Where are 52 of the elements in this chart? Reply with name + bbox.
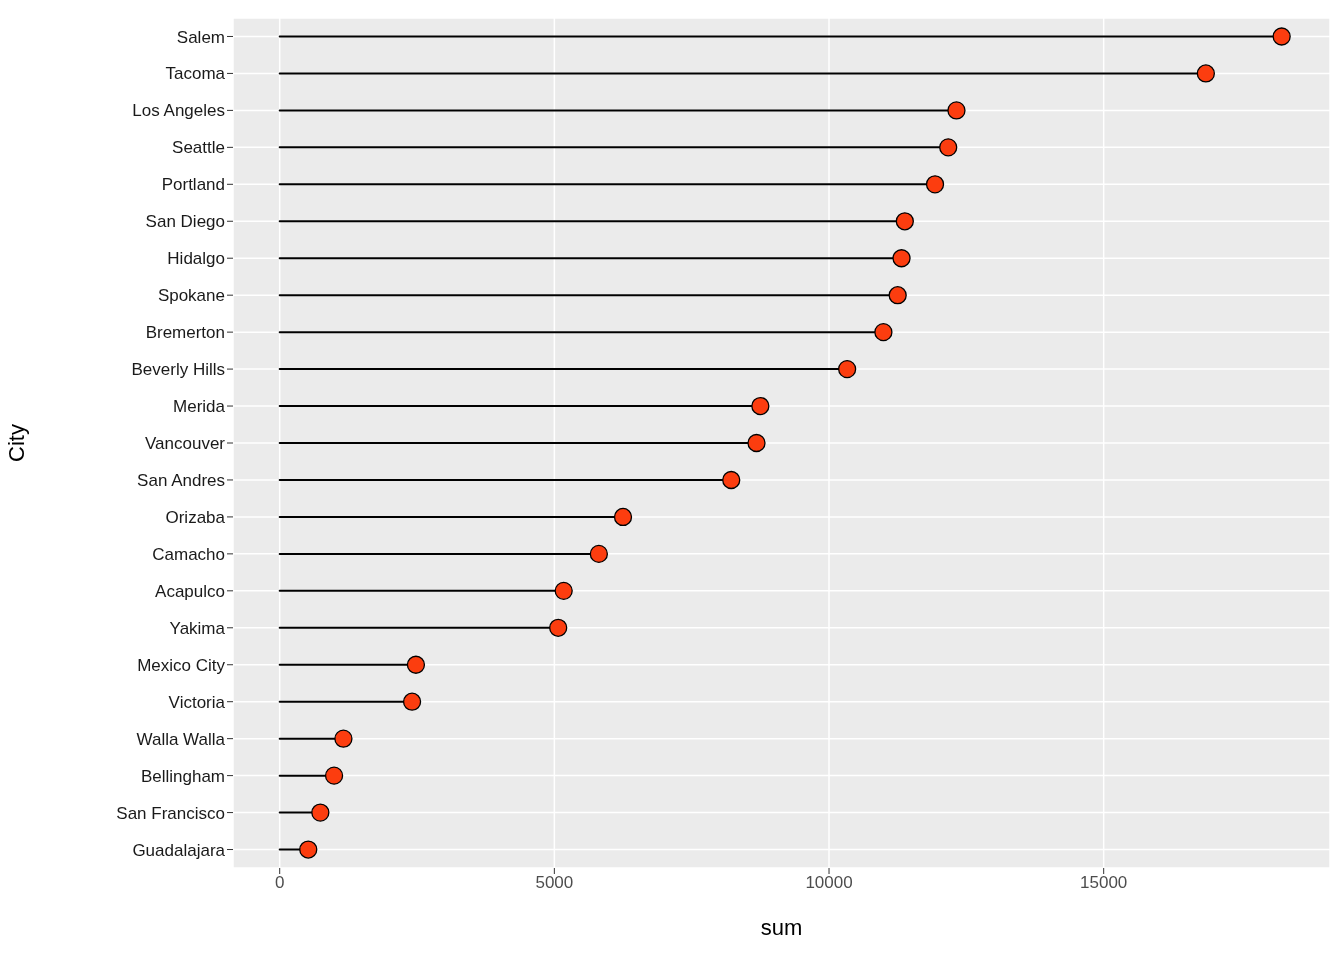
- y-tick-label: Beverly Hills: [131, 360, 225, 380]
- y-tick-label: Bellingham: [140, 766, 225, 786]
- point: [892, 249, 911, 268]
- y-tick-label: Mexico City: [137, 655, 226, 675]
- y-tick-label: Merida: [173, 397, 226, 417]
- y-tick-label: Walla Walla: [136, 729, 226, 749]
- point: [402, 692, 422, 711]
- point: [334, 729, 353, 748]
- y-tick-label: Yakima: [169, 618, 226, 638]
- point: [722, 470, 741, 490]
- point: [324, 766, 344, 785]
- point: [589, 544, 608, 564]
- y-tick-label: Los Angeles: [132, 101, 225, 121]
- y-tick-label: San Andres: [137, 470, 225, 490]
- y-tick-label: Vancouver: [144, 434, 226, 454]
- x-tick-label: 10000: [805, 873, 853, 893]
- x-axis-title: sum: [760, 915, 803, 940]
- y-tick-label: Salem: [176, 27, 225, 47]
- point: [874, 323, 893, 342]
- point: [947, 101, 966, 120]
- point: [888, 286, 907, 305]
- y-tick-label: Hidalgo: [167, 249, 225, 269]
- point: [549, 618, 568, 637]
- x-tick-label: 5000: [535, 873, 574, 893]
- point: [747, 433, 766, 453]
- point: [751, 396, 770, 416]
- point: [939, 138, 958, 157]
- point: [925, 175, 945, 194]
- point: [613, 507, 633, 527]
- y-tick-label: Spokane: [157, 286, 225, 306]
- point: [406, 655, 426, 674]
- y-tick-label: Orizaba: [165, 507, 226, 527]
- y-tick-label: Victoria: [168, 692, 226, 712]
- x-tick-label: 15000: [1080, 873, 1128, 893]
- y-tick-label: Acapulco: [155, 581, 225, 601]
- y-tick-label: Portland: [161, 175, 225, 195]
- point: [554, 581, 573, 600]
- y-tick-label: San Francisco: [116, 803, 225, 823]
- y-tick-label: Guadalajara: [132, 840, 226, 860]
- y-tick-label: Camacho: [152, 544, 225, 564]
- y-tick-label: Seattle: [172, 138, 225, 158]
- point: [1196, 64, 1215, 83]
- point: [895, 212, 914, 231]
- point: [837, 359, 857, 379]
- point: [311, 803, 330, 822]
- point: [1272, 27, 1291, 46]
- y-tick-label: San Diego: [145, 212, 225, 232]
- point: [299, 840, 318, 859]
- x-tick-label: 0: [274, 873, 285, 893]
- y-tick-label: Bremerton: [145, 323, 225, 343]
- y-axis-title: City: [3, 424, 29, 462]
- y-tick-label: Tacoma: [165, 64, 226, 84]
